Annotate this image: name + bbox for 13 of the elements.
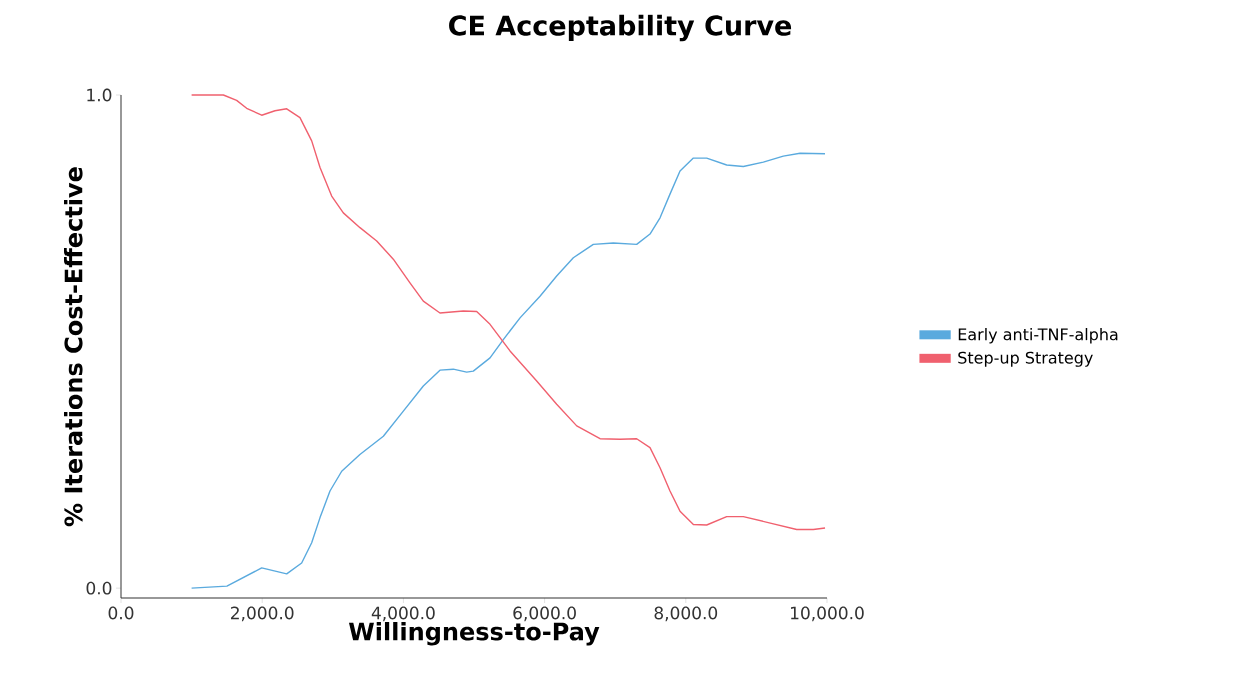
- x-tick-label: 8,000.0: [654, 606, 718, 622]
- x-tick-label: 0.0: [108, 606, 134, 620]
- x-tick-label: 10,000.0: [791, 606, 864, 622]
- x-axis-title: Willingness-to-Pay: [348, 622, 600, 646]
- y-tick-label: 1.0: [87, 88, 112, 102]
- line-series: [190, 152, 826, 589]
- y-axis-title: % Iterations Cost-Effective: [64, 167, 83, 527]
- legend-label: Step-up Strategy: [958, 351, 1093, 367]
- legend-label: Early anti-TNF-alpha: [958, 327, 1118, 344]
- x-tick-label: 6,000.0: [513, 606, 576, 622]
- x-tick-label: 4,000.0: [371, 606, 435, 622]
- x-tick-label: 2,000.0: [231, 606, 294, 622]
- chart-title: CE Acceptability Curve: [449, 14, 792, 42]
